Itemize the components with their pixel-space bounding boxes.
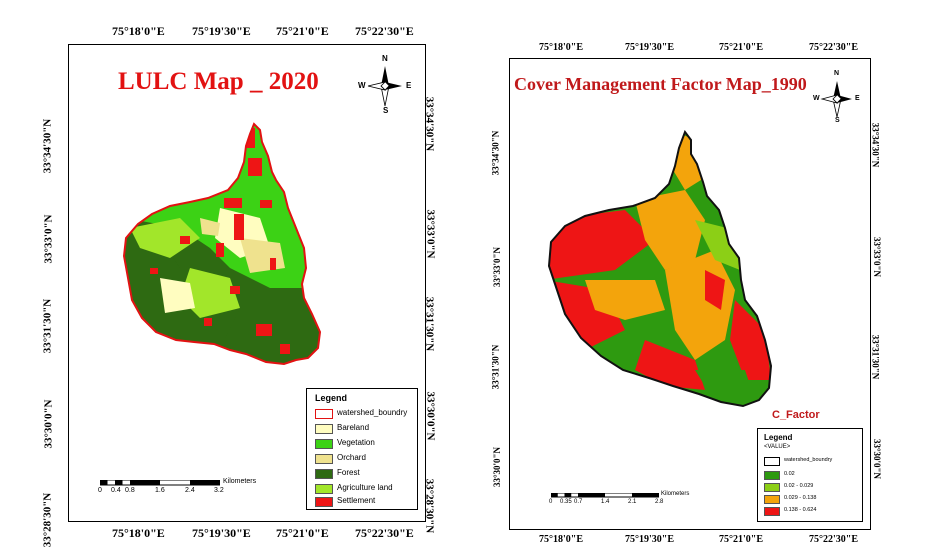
legend-swatch-c1 (764, 471, 780, 480)
scale-bar: Kilometers 0 0.35 0.7 1.4 2.1 2.8 (549, 491, 701, 509)
legend-swatch-orchard (315, 454, 333, 464)
north-arrow-icon: N S W E (813, 70, 860, 124)
lat-label: 33°31'30"N (870, 334, 881, 380)
lat-label: 33°33'0"N (492, 246, 503, 288)
legend-subtitle: <VALUE> (764, 444, 791, 450)
legend-label: 0.138 - 0.624 (784, 507, 817, 513)
scale-tick: 1.4 (601, 499, 610, 505)
legend-title: Legend (315, 393, 348, 403)
west-letter: W (813, 95, 820, 102)
south-letter: S (835, 117, 840, 124)
lat-label: 33°34'30"N (870, 122, 881, 168)
legend-swatch-c3 (764, 495, 780, 504)
north-letter: N (834, 70, 840, 77)
legend-label: 0.02 - 0.029 (784, 483, 814, 489)
lat-label: 33°33'0"N (872, 236, 883, 278)
legend-swatch-c2 (764, 483, 780, 492)
lulc-watershed-map (122, 122, 322, 366)
lon-label: 75°19'30"E (192, 24, 251, 38)
scale-tick: 0.8 (125, 487, 135, 494)
scale-tick: 0 (98, 487, 102, 494)
north-arrow-icon: N S W E (358, 54, 412, 115)
west-letter: W (358, 81, 366, 90)
legend-swatch-agriculture (315, 484, 333, 494)
legend-title: Legend (764, 433, 793, 442)
scale-tick: 0 (549, 499, 553, 505)
cfactor-watershed-map (547, 130, 773, 408)
lulc-map-panel: 75°18'0"E 75°19'30"E 75°21'0"E 75°22'30"… (41, 24, 437, 548)
lon-label: 75°22'30"E (809, 534, 858, 545)
legend-label: Settlement (337, 496, 376, 505)
lat-label: 33°30'0"N (424, 391, 437, 441)
legend-swatch-vegetation (315, 439, 333, 449)
scale-tick: 0.7 (574, 499, 583, 505)
cfactor-map-panel: 75°18'0"E 75°19'30"E 75°21'0"E 75°22'30"… (467, 0, 934, 552)
scale-tick: 2.4 (185, 487, 195, 494)
lat-label: 33°28'30"N (423, 478, 436, 534)
legend-label: Forest (337, 468, 360, 477)
map-title: LULC Map _ 2020 (118, 68, 319, 95)
lat-label: 33°30'0"N (42, 399, 55, 449)
lat-label: 33°33'0"N (42, 214, 55, 264)
scale-bar: Kilometers 0 0.4 0.8 1.6 2.4 3.2 (98, 478, 270, 498)
lon-label: 75°22'30"E (355, 24, 414, 38)
lat-label: 33°31'30"N (41, 298, 54, 354)
legend-swatch-watershed (764, 457, 780, 466)
lon-label: 75°19'30"E (625, 42, 674, 53)
lon-label: 75°22'30"E (355, 526, 414, 540)
lon-label: 75°18'0"E (539, 534, 583, 545)
lulc-legend: Legend watershed_boundry Bareland Vegeta… (306, 388, 418, 510)
scale-tick: 1.6 (155, 487, 165, 494)
scale-unit: Kilometers (661, 491, 690, 497)
map-title: Cover Management Factor Map_1990 (514, 74, 807, 94)
lat-label: 33°34'30"N (490, 130, 501, 176)
legend-label: Orchard (337, 453, 366, 462)
legend-swatch-bareland (315, 424, 333, 434)
lat-label: 33°30'0"N (492, 446, 503, 488)
legend-swatch-watershed (315, 409, 333, 419)
lat-label: 33°34'30"N (41, 118, 54, 174)
lon-label: 75°18'0"E (539, 42, 583, 53)
cfactor-legend: Legend <VALUE> watershed_boundry 0.02 0.… (757, 428, 863, 522)
lon-label: 75°19'30"E (192, 526, 251, 540)
scale-tick: 2.1 (628, 499, 637, 505)
south-letter: S (383, 106, 389, 115)
legend-caption: C_Factor (772, 409, 820, 421)
east-letter: E (406, 81, 412, 90)
lon-label: 75°21'0"E (276, 526, 329, 540)
lat-label: 33°31'30"N (490, 344, 501, 390)
north-letter: N (382, 54, 388, 63)
lat-label: 33°31'30"N (423, 296, 436, 352)
scale-tick: 0.35 (560, 499, 572, 505)
lat-label: 33°30'0"N (872, 438, 883, 480)
legend-label: 0.02 (784, 471, 795, 477)
east-letter: E (855, 95, 860, 102)
lon-label: 75°19'30"E (625, 534, 674, 545)
legend-label: Vegetation (337, 438, 375, 447)
lat-label: 33°28'30"N (41, 492, 54, 548)
legend-swatch-forest (315, 469, 333, 479)
lon-label: 75°22'30"E (809, 42, 858, 53)
lon-label: 75°21'0"E (719, 42, 763, 53)
lon-label: 75°18'0"E (112, 24, 165, 38)
legend-swatch-c4 (764, 507, 780, 516)
legend-label: watershed_boundry (784, 457, 833, 463)
lon-label: 75°21'0"E (719, 534, 763, 545)
legend-label: 0.029 - 0.138 (784, 495, 817, 501)
lat-label: 33°33'0"N (424, 209, 437, 259)
legend-label: Bareland (337, 423, 370, 432)
scale-unit: Kilometers (223, 478, 257, 485)
scale-tick: 2.8 (655, 499, 664, 505)
lon-label: 75°21'0"E (276, 24, 329, 38)
lat-label: 33°34'30"N (423, 96, 436, 152)
scale-tick: 0.4 (111, 487, 121, 494)
legend-label: watershed_boundry (337, 408, 408, 417)
scale-tick: 3.2 (214, 487, 224, 494)
legend-label: Agriculture land (337, 483, 393, 492)
legend-swatch-settlement (315, 497, 333, 507)
lon-label: 75°18'0"E (112, 526, 165, 540)
